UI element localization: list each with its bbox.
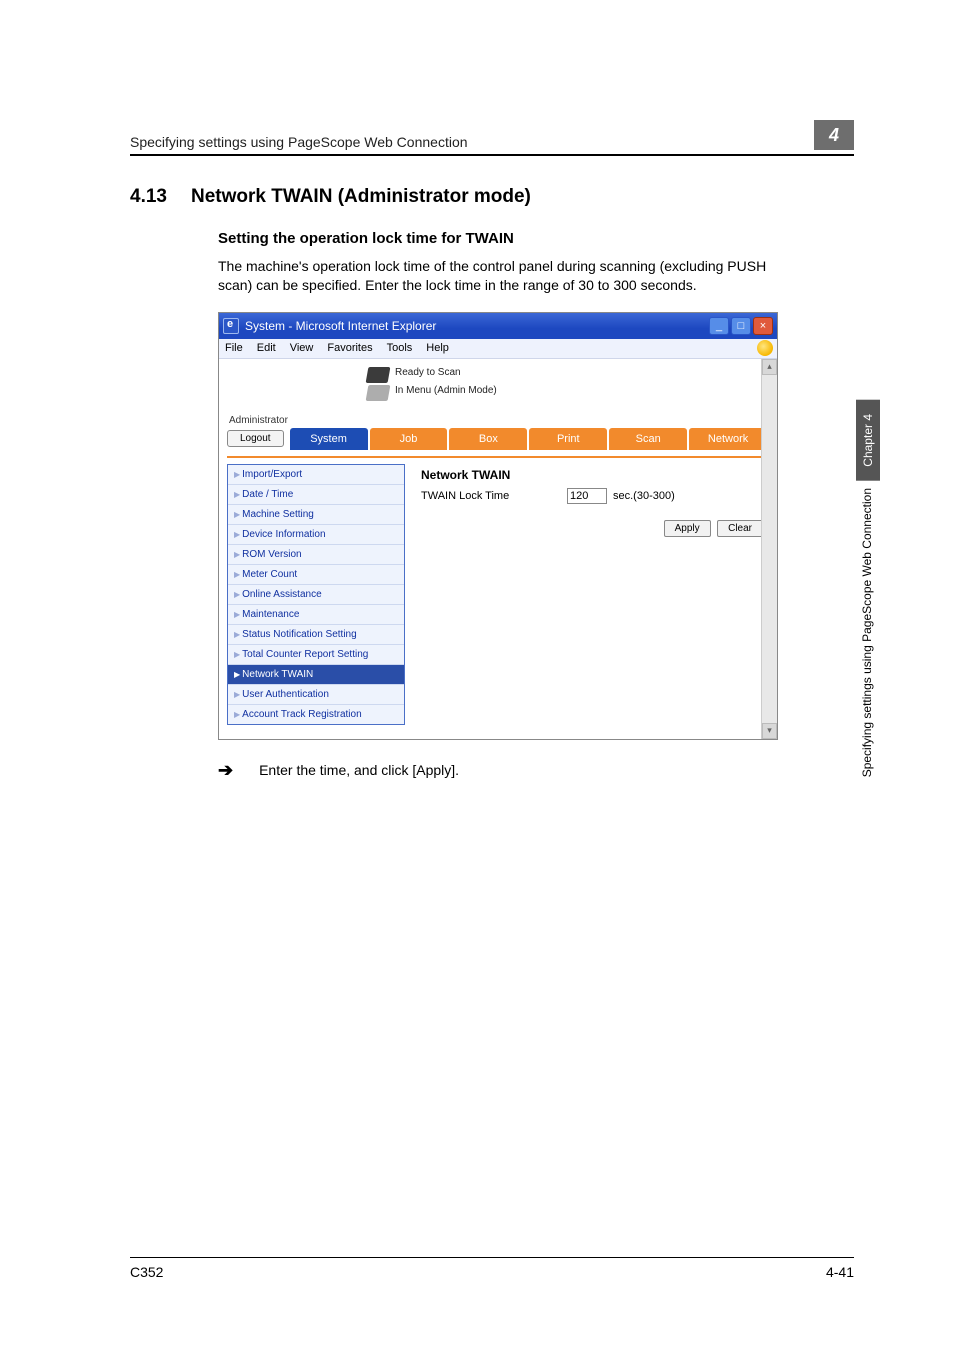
footer-right: 4-41 bbox=[826, 1264, 854, 1280]
menu-bar: File Edit View Favorites Tools Help bbox=[219, 339, 777, 359]
scroll-up-icon[interactable]: ▴ bbox=[762, 359, 777, 375]
body-text: The machine's operation lock time of the… bbox=[218, 257, 778, 296]
screenshot: System - Microsoft Internet Explorer _ □… bbox=[218, 312, 778, 740]
field-label: TWAIN Lock Time bbox=[421, 490, 561, 502]
sidebar-item-label: Machine Setting bbox=[242, 509, 314, 520]
sidebar-item-machine-setting[interactable]: ▶Machine Setting bbox=[228, 505, 404, 525]
close-button[interactable]: × bbox=[753, 317, 773, 335]
side-tab: Chapter 4 Specifying settings using Page… bbox=[856, 400, 880, 785]
sidebar-item-label: Network TWAIN bbox=[242, 669, 313, 680]
sidebar-item-label: Total Counter Report Setting bbox=[242, 649, 368, 660]
menu-favorites[interactable]: Favorites bbox=[327, 342, 372, 354]
sidebar-item-label: Date / Time bbox=[242, 489, 293, 500]
tab-scan[interactable]: Scan bbox=[609, 428, 687, 450]
status-icon-2 bbox=[366, 385, 391, 401]
sidebar-item-total-counter-report[interactable]: ▶Total Counter Report Setting bbox=[228, 645, 404, 665]
sidebar-item-label: Meter Count bbox=[242, 569, 297, 580]
tab-underline bbox=[227, 456, 769, 458]
menu-file[interactable]: File bbox=[225, 342, 243, 354]
sidebar-item-import-export[interactable]: ▶Import/Export bbox=[228, 465, 404, 485]
arrow-icon: ➔ bbox=[218, 760, 233, 781]
sidebar-item-label: Device Information bbox=[242, 529, 325, 540]
panel-title: Network TWAIN bbox=[421, 468, 763, 482]
sidebar-item-status-notification[interactable]: ▶Status Notification Setting bbox=[228, 625, 404, 645]
sidebar-item-rom-version[interactable]: ▶ROM Version bbox=[228, 545, 404, 565]
status-text-2: In Menu (Admin Mode) bbox=[395, 385, 497, 396]
sidebar-item-label: ROM Version bbox=[242, 549, 301, 560]
tab-system[interactable]: System bbox=[290, 428, 368, 450]
twain-lock-time-input[interactable] bbox=[567, 488, 607, 504]
sidebar-item-meter-count[interactable]: ▶Meter Count bbox=[228, 565, 404, 585]
tab-print[interactable]: Print bbox=[529, 428, 607, 450]
section-title: Network TWAIN (Administrator mode) bbox=[191, 186, 531, 208]
scrollbar[interactable]: ▴ ▾ bbox=[761, 359, 777, 739]
running-head: Specifying settings using PageScope Web … bbox=[130, 134, 468, 150]
sidebar-item-label: Account Track Registration bbox=[242, 709, 362, 720]
ie-logo-icon bbox=[757, 340, 773, 356]
scroll-down-icon[interactable]: ▾ bbox=[762, 723, 777, 739]
footer-left: C352 bbox=[130, 1264, 163, 1280]
menu-help[interactable]: Help bbox=[426, 342, 449, 354]
sidebar-item-network-twain[interactable]: ▶Network TWAIN bbox=[228, 665, 404, 685]
admin-label: Administrator bbox=[229, 415, 769, 426]
sidebar-item-device-information[interactable]: ▶Device Information bbox=[228, 525, 404, 545]
head-rule bbox=[130, 154, 854, 156]
subheading: Setting the operation lock time for TWAI… bbox=[218, 230, 854, 247]
window-title: System - Microsoft Internet Explorer bbox=[245, 319, 436, 333]
side-tab-chapter: Chapter 4 bbox=[856, 400, 880, 481]
sidebar-item-label: User Authentication bbox=[242, 689, 329, 700]
window-titlebar: System - Microsoft Internet Explorer _ □… bbox=[219, 313, 777, 339]
sidebar-item-online-assistance[interactable]: ▶Online Assistance bbox=[228, 585, 404, 605]
tab-job[interactable]: Job bbox=[370, 428, 448, 450]
sidebar-item-account-track-registration[interactable]: ▶Account Track Registration bbox=[228, 705, 404, 724]
sidebar-item-user-authentication[interactable]: ▶User Authentication bbox=[228, 685, 404, 705]
field-unit: sec.(30-300) bbox=[613, 490, 675, 502]
menu-edit[interactable]: Edit bbox=[257, 342, 276, 354]
sidebar-item-maintenance[interactable]: ▶Maintenance bbox=[228, 605, 404, 625]
sidebar-item-label: Online Assistance bbox=[242, 589, 322, 600]
tab-box[interactable]: Box bbox=[449, 428, 527, 450]
panel: Network TWAIN TWAIN Lock Time sec.(30-30… bbox=[415, 464, 769, 725]
sidebar-item-label: Maintenance bbox=[242, 609, 299, 620]
sidebar: ▶Import/Export ▶Date / Time ▶Machine Set… bbox=[227, 464, 405, 725]
chapter-number-box: 4 bbox=[814, 120, 854, 150]
sidebar-item-label: Import/Export bbox=[242, 469, 302, 480]
clear-button[interactable]: Clear bbox=[717, 520, 763, 537]
ie-icon bbox=[223, 318, 239, 334]
maximize-button[interactable]: □ bbox=[731, 317, 751, 335]
tab-network[interactable]: Network bbox=[689, 428, 767, 450]
sidebar-item-label: Status Notification Setting bbox=[242, 629, 357, 640]
status-icon-1 bbox=[366, 367, 391, 383]
section-number: 4.13 bbox=[130, 186, 167, 208]
menu-view[interactable]: View bbox=[290, 342, 314, 354]
menu-tools[interactable]: Tools bbox=[387, 342, 413, 354]
apply-button[interactable]: Apply bbox=[664, 520, 711, 537]
footer-rule bbox=[130, 1257, 854, 1258]
minimize-button[interactable]: _ bbox=[709, 317, 729, 335]
sidebar-item-date-time[interactable]: ▶Date / Time bbox=[228, 485, 404, 505]
status-text-1: Ready to Scan bbox=[395, 367, 461, 378]
logout-button[interactable]: Logout bbox=[227, 430, 284, 447]
instruction-text: Enter the time, and click [Apply]. bbox=[259, 762, 459, 778]
side-tab-text: Specifying settings using PageScope Web … bbox=[856, 480, 878, 785]
